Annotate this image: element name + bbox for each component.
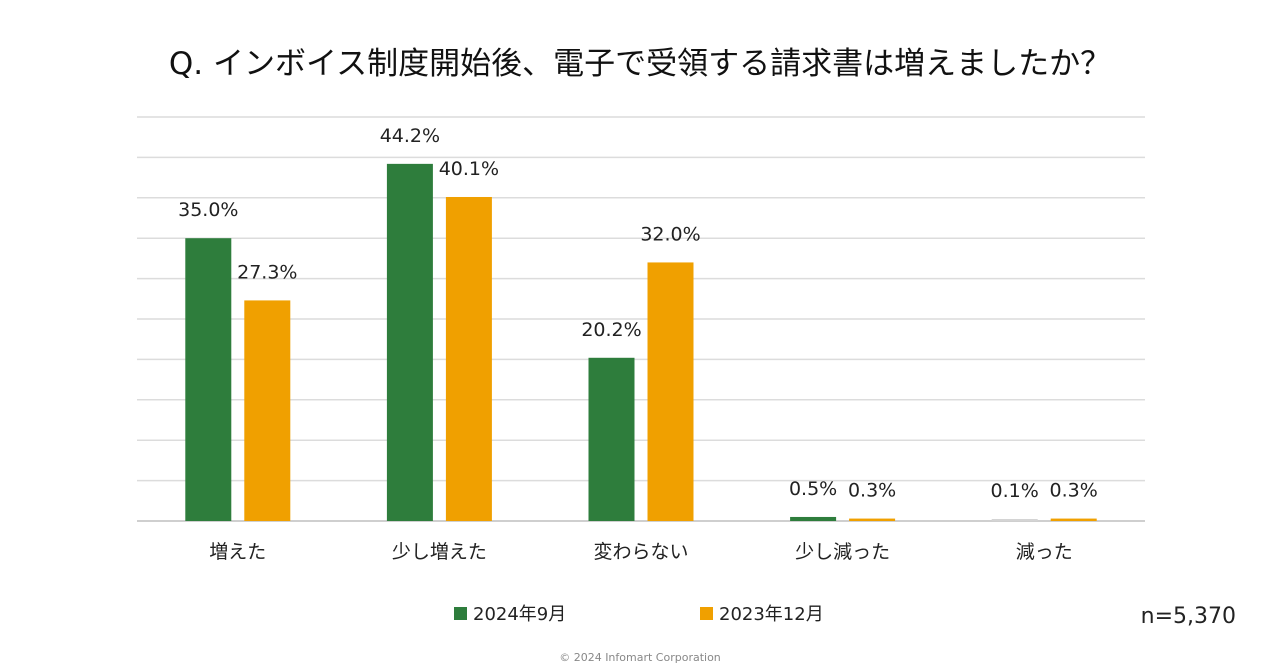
category-label-5: 減った — [1016, 541, 1073, 563]
bar-series-2-5 — [1050, 518, 1097, 521]
category-labels: 増えた 少し増えた 変わらない 少し減った 減った — [209, 541, 1072, 563]
category-label-4: 少し減った — [795, 541, 890, 563]
bar-series-2-1 — [244, 300, 291, 521]
legend-label-series-2: 2023年12月 — [719, 604, 824, 625]
bar-series-2-4 — [849, 518, 896, 521]
bars — [185, 163, 1097, 521]
bar-series-1-5 — [991, 519, 1038, 521]
bar-series-1-4 — [790, 516, 837, 521]
legend-item-series-2: 2023年12月 — [700, 600, 824, 626]
bar-series-1-2 — [386, 163, 433, 521]
gridlines — [137, 116, 1145, 522]
bar-series-2-2 — [445, 196, 492, 521]
data-labels: 35.0% 27.3% 44.2% 40.1% 20.2% 32.0% 0.5% 0.3% 0.… — [178, 125, 1098, 502]
legend-item-series-1: 2024年9月 — [454, 600, 566, 626]
copyright: © 2024 Infomart Corporation — [559, 651, 721, 664]
category-label-2: 少し増えた — [392, 541, 487, 563]
data-label-series-1-5: 0.1% — [991, 480, 1039, 502]
bar-series-1-1 — [185, 238, 232, 521]
data-label-series-1-2: 44.2% — [380, 125, 440, 147]
data-label-series-1-1: 35.0% — [178, 199, 238, 221]
data-label-series-2-5: 0.3% — [1050, 480, 1098, 502]
data-label-series-1-3: 20.2% — [581, 319, 641, 341]
data-label-series-1-4: 0.5% — [789, 478, 837, 500]
legend-label-series-1: 2024年9月 — [473, 604, 567, 625]
data-label-series-2-4: 0.3% — [848, 480, 896, 502]
chart-title: Q. インボイス制度開始後、電子で受領する請求書は増えましたか？ — [168, 46, 1112, 82]
sample-size: n=5,370 — [1140, 604, 1236, 629]
data-label-series-2-3: 32.0% — [640, 223, 700, 245]
legend: 2024年9月 2023年12月 — [0, 600, 1280, 628]
data-label-series-2-1: 27.3% — [237, 261, 297, 283]
legend-swatch-series-1 — [454, 606, 467, 620]
category-label-3: 変わらない — [593, 541, 688, 563]
legend-swatch-series-2 — [700, 606, 713, 620]
bar-series-1-3 — [588, 357, 635, 521]
category-label-1: 増えた — [209, 541, 266, 563]
bar-chart: 35.0% 27.3% 44.2% 40.1% 20.2% 32.0% 0.5% 0.3% 0.… — [137, 116, 1145, 563]
bar-series-2-3 — [647, 262, 694, 521]
data-label-series-2-2: 40.1% — [439, 158, 499, 180]
